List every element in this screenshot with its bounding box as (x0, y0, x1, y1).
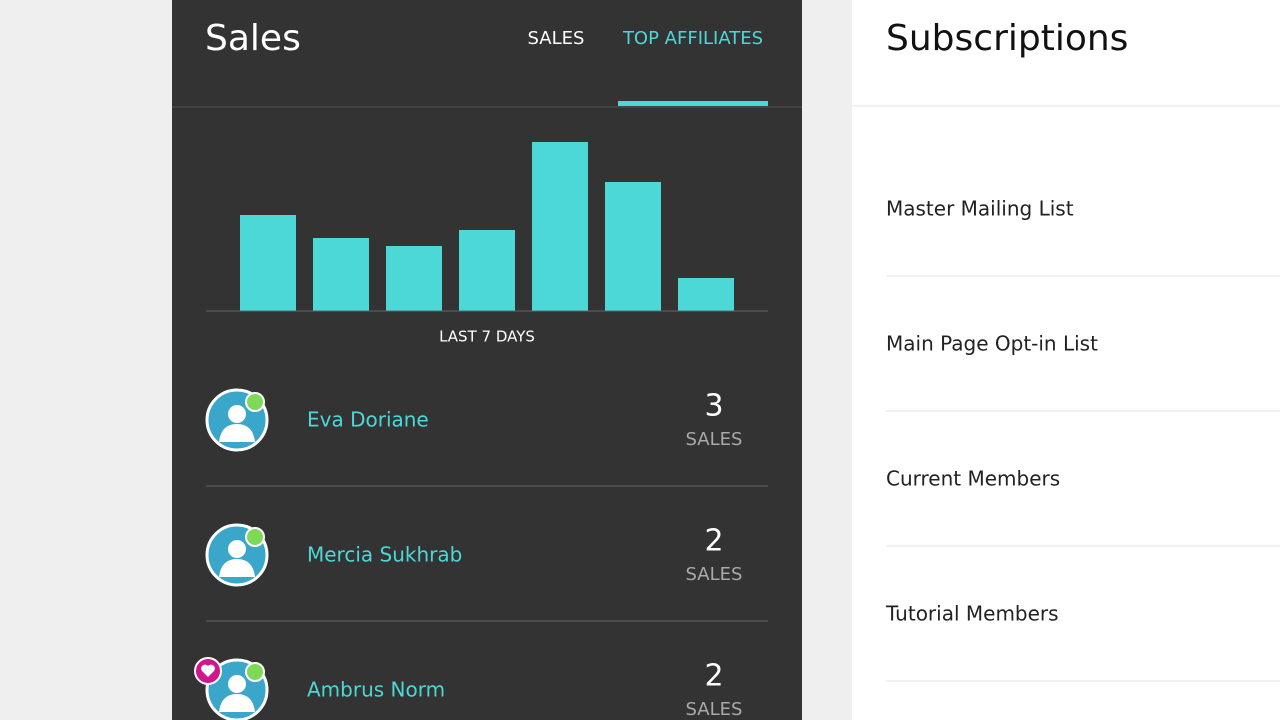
sales-unit: SALES (686, 429, 743, 450)
bar (605, 182, 661, 311)
online-dot (245, 392, 265, 412)
bar (386, 246, 442, 311)
sales-count: 3 (704, 389, 723, 424)
bar (459, 230, 515, 311)
online-dot (245, 662, 265, 682)
subscriptions-panel (852, 0, 1280, 720)
affiliate-name[interactable]: Ambrus Norm (307, 678, 445, 702)
avatar-head (228, 675, 246, 693)
avatar-body (219, 424, 255, 442)
subscription-item[interactable]: Master Mailing List (886, 197, 1074, 221)
bar (240, 215, 296, 311)
bar (532, 142, 588, 311)
subscription-item[interactable]: Current Members (886, 467, 1060, 491)
heart (201, 664, 215, 677)
sales-unit: SALES (686, 699, 743, 720)
sales-count: 2 (704, 659, 723, 694)
panel-title: Sales (205, 18, 301, 59)
avatar-body (219, 559, 255, 577)
sales-count: 2 (704, 524, 723, 559)
subscription-item[interactable]: Main Page Opt-in List (886, 332, 1098, 356)
x-axis-label: LAST 7 DAYS (439, 328, 535, 346)
tab[interactable]: TOP AFFILIATES (622, 28, 763, 49)
tab[interactable]: SALES (528, 28, 585, 49)
online-dot (245, 527, 265, 547)
tab-underline (618, 101, 768, 106)
panel-title: Subscriptions (886, 18, 1128, 59)
avatar-head (228, 405, 246, 423)
avatar-body (219, 694, 255, 712)
avatar-head (228, 540, 246, 558)
bar (313, 238, 369, 311)
sales-unit: SALES (686, 564, 743, 585)
affiliate-name[interactable]: Mercia Sukhrab (307, 543, 462, 567)
sales-panel (172, 0, 802, 720)
bar (678, 278, 734, 311)
subscription-item[interactable]: Tutorial Members (885, 602, 1059, 626)
affiliate-name[interactable]: Eva Doriane (307, 408, 429, 432)
